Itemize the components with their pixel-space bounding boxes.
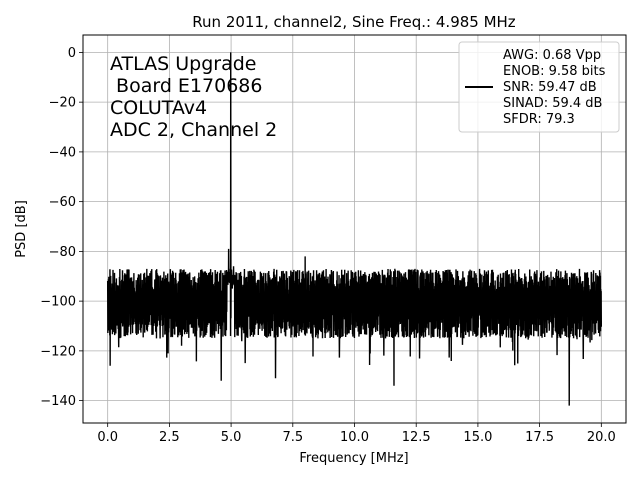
x-ticks: 0.0 2.5 5.0 7.5 10.0 12.5 15.0 17.5 20.0 (97, 423, 616, 445)
legend-entry-sinad: SINAD: 59.4 dB (503, 96, 602, 111)
y-tick-label: −100 (40, 295, 76, 310)
x-tick-label: 12.5 (402, 430, 431, 445)
x-axis-label: Frequency [MHz] (299, 451, 408, 466)
y-tick-label: −60 (49, 195, 76, 210)
legend-entry-sfdr: SFDR: 79.3 (503, 112, 575, 127)
legend: AWG: 0.68 Vpp ENOB: 9.58 bits SNR: 59.47… (458, 41, 620, 133)
y-tick-label: −80 (49, 245, 76, 260)
annotation-line-1: ATLAS Upgrade (110, 53, 256, 75)
data-layer (106, 52, 603, 406)
annotation-line-2: Board E170686 (110, 75, 262, 97)
chart-annotation: ATLAS Upgrade Board E170686 COLUTAv4 ADC… (110, 53, 277, 141)
x-tick-label: 7.5 (282, 430, 303, 445)
chart-title: Run 2011, channel2, Sine Freq.: 4.985 MH… (192, 13, 516, 31)
legend-entry-awg: AWG: 0.68 Vpp (503, 48, 601, 63)
annotation-line-3: COLUTAv4 (110, 97, 207, 119)
y-tick-label: −140 (40, 394, 76, 409)
x-tick-label: 17.5 (525, 430, 554, 445)
x-tick-label: 20.0 (587, 430, 616, 445)
y-axis-label: PSD [dB] (14, 200, 29, 258)
x-tick-label: 0.0 (97, 430, 118, 445)
psd-series-line (106, 52, 603, 406)
y-tick-label: −40 (49, 145, 76, 160)
x-tick-label: 10.0 (340, 430, 369, 445)
legend-entry-enob: ENOB: 9.58 bits (503, 64, 606, 79)
y-tick-label: −120 (40, 344, 76, 359)
annotation-line-4: ADC 2, Channel 2 (110, 119, 277, 141)
legend-entry-snr: SNR: 59.47 dB (503, 80, 597, 95)
legend-box (458, 41, 620, 133)
x-tick-label: 2.5 (159, 430, 180, 445)
y-tick-label: 0 (68, 46, 76, 61)
x-tick-label: 5.0 (221, 430, 242, 445)
y-ticks: 0 −20 −40 −60 −80 −100 −120 −140 (40, 46, 83, 409)
y-tick-label: −20 (49, 96, 76, 111)
grid-layer (83, 35, 626, 423)
x-tick-label: 15.0 (463, 430, 492, 445)
